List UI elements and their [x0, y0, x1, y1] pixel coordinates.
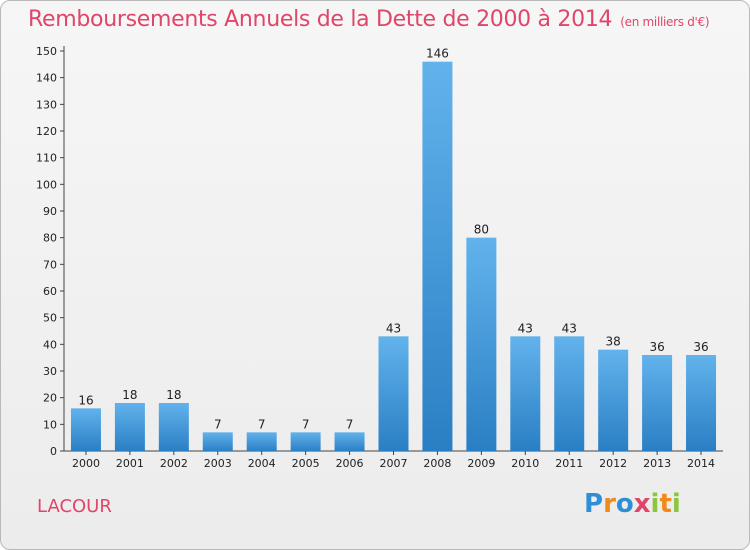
x-tick-label: 2014	[687, 457, 715, 470]
bar	[554, 336, 585, 451]
x-tick-label: 2000	[72, 457, 100, 470]
y-tick-label: 70	[43, 258, 57, 271]
y-tick-label: 140	[36, 72, 57, 85]
x-tick-label: 2005	[292, 457, 320, 470]
chart-title: Remboursements Annuels de la Dette de 20…	[28, 7, 710, 32]
y-tick-label: 90	[43, 205, 57, 218]
bar-value-label: 7	[346, 417, 354, 431]
x-tick-label: 2012	[599, 457, 627, 470]
chart-unit: (en milliers d'€)	[620, 15, 710, 29]
x-tick-label: 2004	[248, 457, 276, 470]
bar-value-label: 18	[122, 388, 137, 402]
bar-value-label: 146	[426, 47, 449, 61]
bar	[686, 355, 717, 451]
y-tick-label: 10	[43, 418, 57, 431]
x-tick-label: 2001	[116, 457, 144, 470]
x-tick-label: 2013	[643, 457, 671, 470]
logo-letter: i	[650, 489, 660, 519]
bar	[70, 408, 101, 451]
y-tick-label: 30	[43, 365, 57, 378]
logo-letter: t	[659, 489, 672, 519]
bar	[466, 237, 497, 451]
bar	[378, 336, 409, 451]
commune-name: LACOUR	[37, 496, 112, 517]
y-tick-label: 120	[36, 125, 57, 138]
logo-letter: P	[584, 489, 604, 519]
bar	[642, 355, 673, 451]
bar-value-label: 43	[562, 321, 577, 335]
y-tick-label: 100	[36, 178, 57, 191]
x-tick-label: 2010	[511, 457, 539, 470]
y-tick-label: 20	[43, 392, 57, 405]
bar-value-label: 7	[302, 417, 310, 431]
y-tick-label: 110	[36, 152, 57, 165]
x-tick-label: 2009	[467, 457, 495, 470]
x-tick-label: 2007	[380, 457, 408, 470]
bar	[598, 349, 629, 451]
bar-value-label: 36	[649, 340, 664, 354]
bar	[158, 403, 189, 451]
bar-value-label: 36	[693, 340, 708, 354]
bar	[422, 61, 453, 452]
y-tick-label: 150	[36, 45, 57, 58]
bar-value-label: 7	[214, 417, 222, 431]
bar-value-label: 18	[166, 388, 181, 402]
bar	[114, 403, 145, 451]
x-tick-label: 2008	[423, 457, 451, 470]
bar-value-label: 16	[78, 393, 93, 407]
logo-letter: x	[633, 489, 651, 519]
bar-value-label: 80	[474, 223, 489, 237]
y-tick-label: 50	[43, 312, 57, 325]
bar-value-label: 43	[386, 321, 401, 335]
x-tick-label: 2002	[160, 457, 188, 470]
logo-letter: o	[615, 489, 634, 519]
logo-letter: i	[671, 489, 681, 519]
bar	[202, 432, 233, 451]
x-tick-label: 2011	[555, 457, 583, 470]
y-tick-label: 60	[43, 285, 57, 298]
x-tick-label: 2003	[204, 457, 232, 470]
bar	[290, 432, 321, 451]
chart-title-text: Remboursements Annuels de la Dette de 20…	[28, 7, 613, 32]
y-tick-label: 80	[43, 232, 57, 245]
y-tick-label: 0	[50, 445, 57, 458]
bar	[246, 432, 277, 451]
y-tick-label: 130	[36, 98, 57, 111]
logo-letter: r	[603, 489, 616, 519]
bar-value-label: 38	[606, 335, 621, 349]
x-tick-label: 2006	[336, 457, 364, 470]
bar-value-label: 43	[518, 321, 533, 335]
bar	[510, 336, 541, 451]
y-tick-label: 40	[43, 338, 57, 351]
proxiti-logo: Proxiti	[584, 489, 681, 519]
bar	[334, 432, 365, 451]
bar-value-label: 7	[258, 417, 266, 431]
